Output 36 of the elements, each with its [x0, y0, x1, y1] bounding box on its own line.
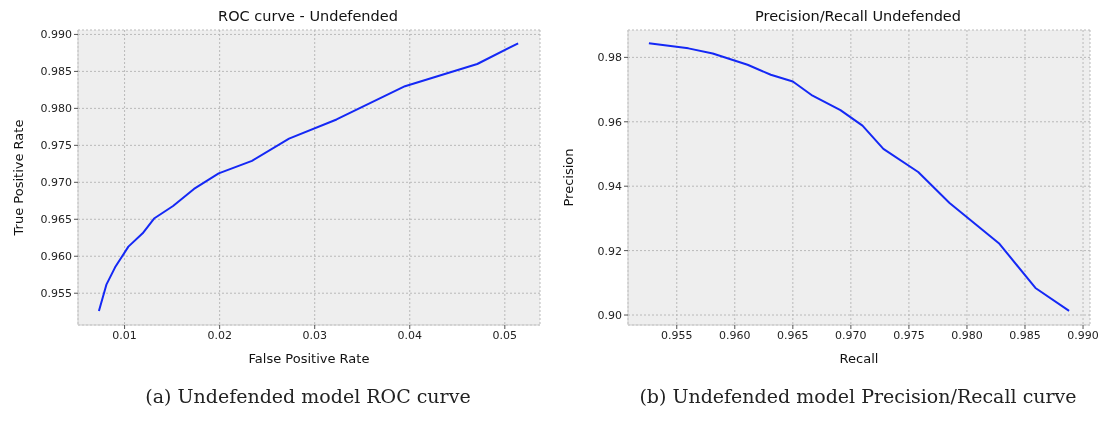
y-tick-label: 0.92 — [597, 244, 622, 258]
y-tick-label: 0.985 — [40, 65, 72, 79]
y-tick-label: 0.990 — [40, 28, 72, 42]
y-tick-label: 0.965 — [40, 213, 72, 227]
y-tick-label: 0.980 — [40, 102, 72, 116]
y-axis-title: Precision — [560, 148, 576, 207]
x-tick-label: 0.980 — [951, 328, 983, 342]
x-tick-label: 0.975 — [893, 328, 925, 342]
x-tick-label: 0.04 — [397, 328, 423, 342]
text: (b) Undefended model Precision/Recall curve — [639, 385, 1077, 407]
x-tick-label: 0.955 — [661, 328, 693, 342]
y-tick-label: 0.98 — [597, 51, 622, 65]
line-series — [647, 42, 1071, 312]
line-series — [97, 42, 520, 312]
x-tick-label: 0.02 — [207, 328, 232, 342]
y-tick-label: 0.955 — [40, 287, 72, 301]
y-tick-label: 0.970 — [40, 176, 72, 190]
y-tick-label: 0.975 — [40, 139, 72, 153]
x-tick-label: 0.03 — [302, 328, 327, 342]
y-tick-label: 0.96 — [597, 115, 622, 129]
x-tick-label: 0.01 — [112, 328, 137, 342]
chart-title: ROC curve - Undefended — [218, 8, 398, 26]
y-tick-label: 0.90 — [597, 308, 622, 322]
x-tick-label: 0.990 — [1067, 328, 1099, 342]
x-tick-label: 0.970 — [835, 328, 867, 342]
y-axis-title: True Positive Rate — [10, 119, 26, 237]
x-axis-title: Recall — [839, 351, 879, 366]
y-tick-label: 0.960 — [40, 250, 72, 264]
x-tick-label: 0.985 — [1009, 328, 1041, 342]
chart-title: Precision/Recall Undefended — [755, 8, 961, 26]
text: (a) Undefended model ROC curve — [145, 385, 471, 407]
y-tick-label: 0.94 — [597, 180, 622, 194]
x-tick-label: 0.960 — [719, 328, 751, 342]
x-tick-label: 0.965 — [777, 328, 809, 342]
x-tick-label: 0.05 — [492, 328, 518, 342]
x-axis-title: False Positive Rate — [248, 351, 370, 366]
